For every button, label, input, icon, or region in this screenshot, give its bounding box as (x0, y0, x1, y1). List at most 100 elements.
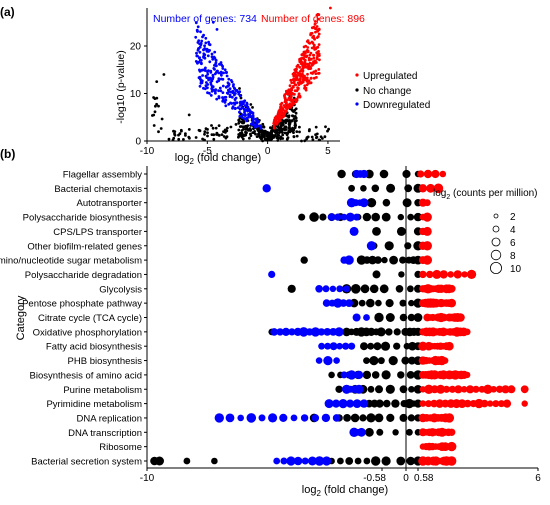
volcano-point-down (221, 67, 225, 70)
bubble-point-down (332, 414, 341, 422)
bubble-point-up (439, 170, 447, 178)
bubble-point-nochange (376, 327, 386, 337)
volcano-point-up (301, 78, 305, 82)
bubble-x-tick-label: -0.58 (363, 473, 386, 484)
bubble-point-nochange (385, 299, 394, 308)
volcano-point-nochange (269, 126, 272, 130)
volcano-point-up (272, 126, 276, 130)
volcano-point-down (219, 89, 223, 93)
bubble-point-nochange (393, 328, 401, 336)
bubble-point-down (323, 328, 332, 336)
bubble-point-nochange (360, 185, 367, 192)
volcano-point-down (217, 71, 221, 75)
volcano-point-up (288, 84, 292, 88)
volcano-point-down (222, 71, 226, 75)
volcano-point-down (209, 94, 213, 97)
volcano-point-nochange (277, 131, 281, 134)
volcano-point-up (310, 46, 314, 50)
volcano-point-down (228, 93, 232, 97)
bubble-point-nochange (373, 342, 382, 351)
volcano-point-nochange (298, 125, 301, 129)
volcano-y-tick-label: 20 (130, 42, 142, 53)
bubble-point-down (359, 169, 369, 179)
volcano-point-nochange (187, 113, 191, 117)
bubble-point-down (321, 413, 331, 423)
bubble-point-up (464, 371, 471, 379)
volcano-point-down (206, 54, 210, 58)
volcano-point-nochange (220, 133, 224, 137)
bubble-point-down (346, 399, 355, 408)
volcano-point-up (294, 98, 297, 102)
volcano-point-up (317, 43, 321, 46)
bubble-point-down (214, 413, 224, 423)
bubble-point-nochange (408, 299, 415, 307)
volcano-point-up (307, 67, 310, 71)
volcano-point-nochange (206, 131, 209, 135)
bubble-point-down (359, 198, 369, 208)
volcano-point-down (206, 83, 210, 86)
volcano-point-up (291, 92, 294, 95)
bubble-point-nochange (369, 284, 379, 294)
bubble-point-up (439, 270, 448, 279)
bubble-point-down (340, 371, 348, 379)
bubble-point-down (324, 342, 331, 350)
volcano-point-up (292, 102, 295, 106)
size-legend: log2 (counts per million) 2 4 6 8 10 (433, 188, 538, 275)
volcano-point-up (277, 109, 281, 113)
volcano-point-down (208, 91, 211, 95)
volcano-point-nochange (293, 115, 297, 118)
bubble-point-nochange (183, 457, 191, 465)
volcano-point-up (315, 76, 318, 79)
bubble-point-down (366, 241, 377, 251)
volcano-point-nochange (172, 129, 175, 133)
legend-marker-down (355, 102, 359, 106)
volcano-point-nochange (240, 135, 244, 139)
volcano-point-nochange (315, 135, 319, 139)
volcano-point-up (306, 62, 310, 66)
bubble-point-up (422, 241, 432, 251)
bubble-point-nochange (381, 256, 388, 264)
bubble-point-up (507, 385, 516, 394)
volcano-point-nochange (167, 137, 171, 141)
volcano-point-nochange (214, 126, 218, 130)
volcano-point-nochange (225, 126, 229, 130)
bubble-point-up (474, 398, 484, 409)
bubble-point-nochange (371, 456, 381, 466)
size-legend-circle (493, 213, 499, 219)
volcano-point-up (280, 112, 284, 116)
volcano-point-nochange (244, 125, 248, 128)
volcano-point-nochange (278, 127, 282, 130)
volcano-point-nochange (212, 137, 216, 141)
volcano-point-down (201, 35, 204, 39)
bubble-point-up (448, 385, 456, 393)
bubble-point-nochange (399, 313, 408, 322)
bubble-point-nochange (368, 255, 377, 265)
volcano-point-nochange (292, 110, 295, 113)
volcano-up-points (272, 6, 332, 130)
bubble-point-down (329, 342, 338, 351)
volcano-point-up (280, 115, 283, 119)
volcano-point-down (218, 62, 221, 66)
bubble-point-nochange (365, 427, 374, 437)
bubble-point-nochange (401, 356, 410, 365)
volcano-point-nochange (310, 135, 314, 139)
bubble-point-nochange (385, 384, 395, 394)
bubble-point-down (307, 456, 317, 466)
volcano-point-down (224, 104, 228, 108)
volcano-point-nochange (249, 128, 253, 132)
bubble-point-nochange (406, 456, 416, 466)
volcano-point-down (236, 90, 240, 94)
volcano-point-up (314, 72, 318, 75)
volcano-point-up (315, 51, 319, 55)
volcano-point-up (297, 78, 300, 81)
bubble-point-nochange (399, 256, 407, 264)
bubble-x-tick-label: 0 (403, 473, 409, 484)
volcano-point-up (300, 53, 304, 57)
bubble-point-nochange (377, 357, 385, 365)
bubble-point-nochange (371, 212, 381, 222)
volcano-point-down (220, 77, 223, 81)
volcano-point-nochange (248, 136, 251, 140)
legend-marker-none (355, 88, 359, 92)
bubble-point-down (348, 342, 356, 350)
bubble-point-down (258, 414, 266, 422)
